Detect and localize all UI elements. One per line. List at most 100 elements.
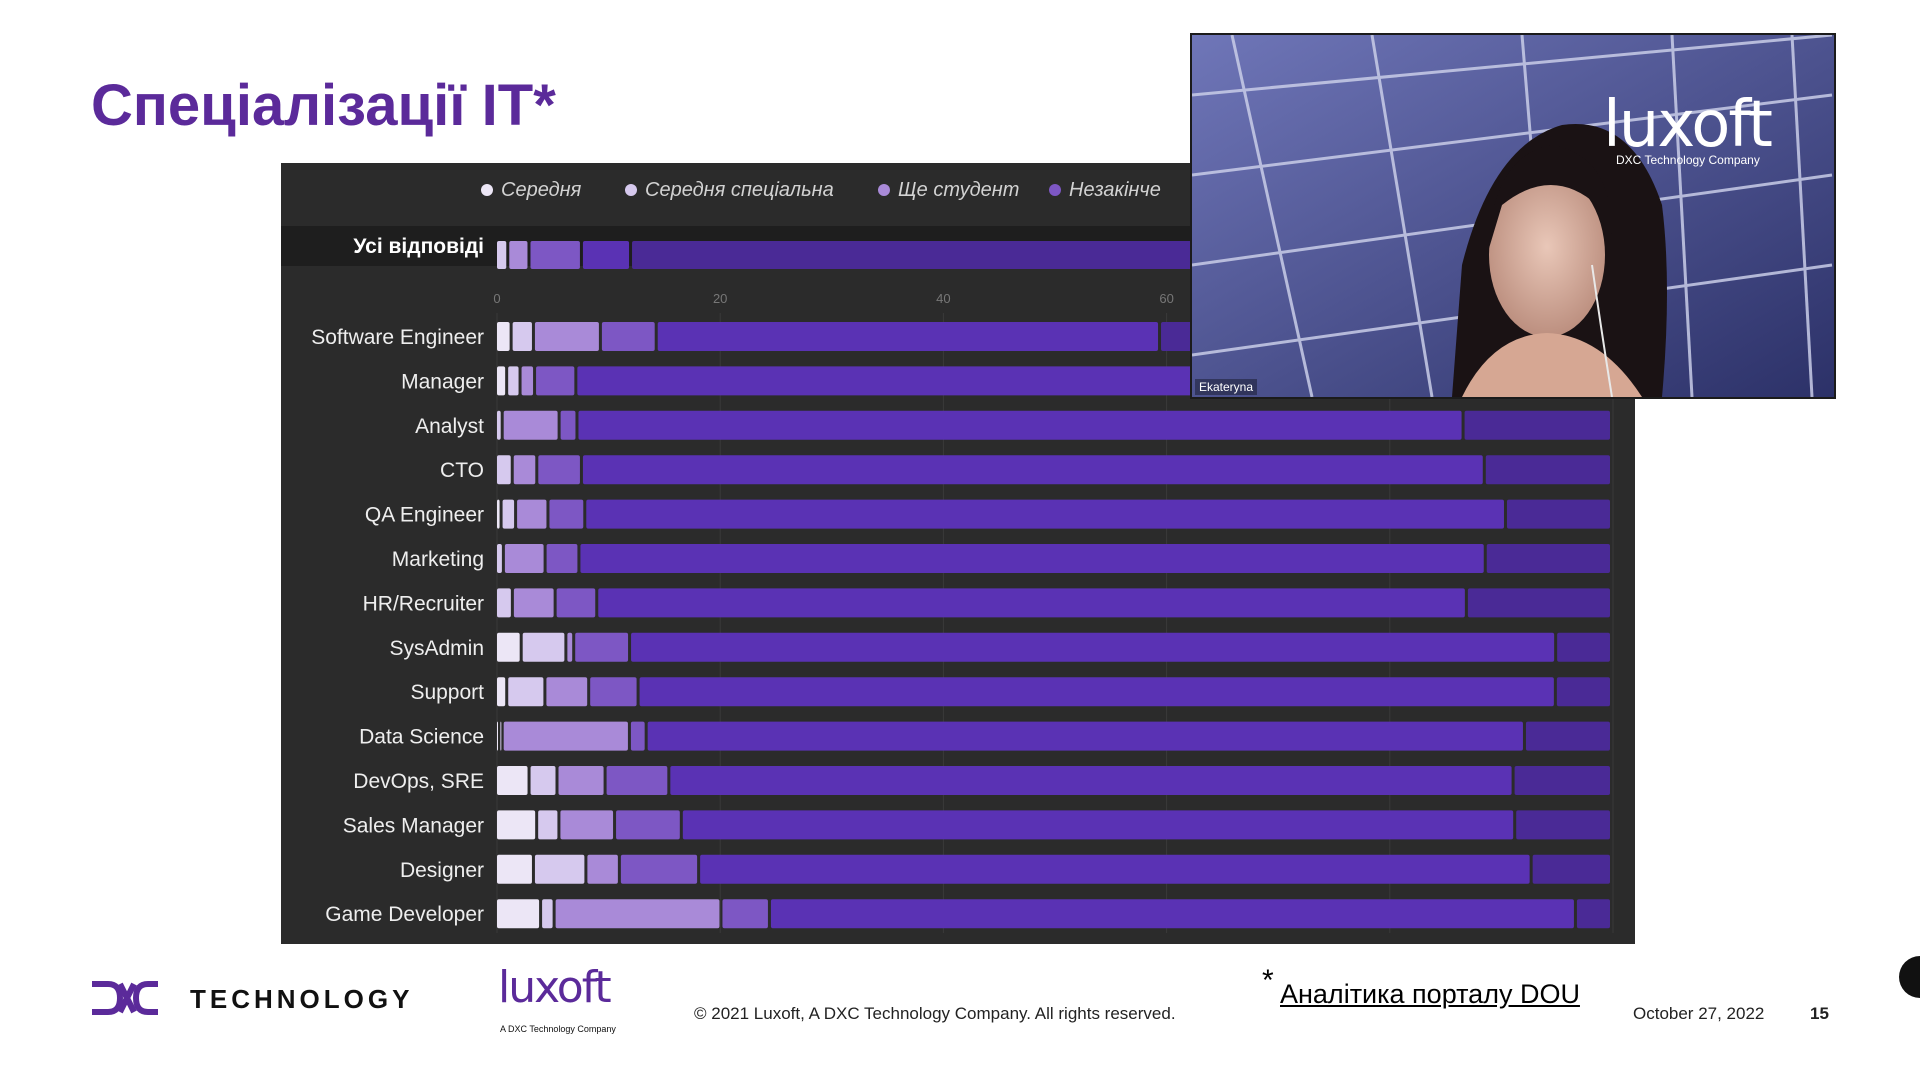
summary-bar-segment-1 [509, 241, 528, 269]
x-tick-60: 60 [1159, 291, 1173, 306]
bar-6-segment-1 [513, 588, 554, 618]
bar-0-segment-4 [657, 322, 1159, 351]
summary-row-label: Усі відповіді [353, 235, 484, 258]
bar-1-segment-3 [536, 366, 575, 396]
bar-7-segment-2 [567, 632, 573, 662]
luxoft-footer-tagline: A DXC Technology Company [500, 1024, 616, 1034]
bar-7-segment-3 [575, 632, 629, 662]
bar-2-segment-4 [1464, 410, 1610, 440]
category-label-10: DevOps, SRE [353, 770, 484, 793]
slide-date: October 27, 2022 [1633, 1004, 1765, 1023]
bar-10-segment-5 [1514, 766, 1610, 795]
luxoft-footer-logo: luxoft [498, 962, 612, 1013]
bar-11-segment-3 [616, 810, 680, 840]
bar-12-segment-1 [534, 854, 585, 884]
bar-4-segment-1 [502, 499, 515, 529]
category-label-12: Designer [400, 859, 484, 882]
bar-5-segment-3 [580, 544, 1484, 573]
summary-bar-segment-2 [530, 241, 580, 269]
x-tick-0: 0 [493, 291, 500, 306]
bar-7-segment-5 [1557, 632, 1610, 662]
dxc-logo-icon [92, 981, 158, 1015]
bar-11-segment-5 [1516, 810, 1610, 840]
summary-bar-segment-0 [497, 241, 507, 269]
bar-4-segment-5 [1506, 499, 1610, 529]
bar-1-segment-2 [521, 366, 534, 396]
legend-label-1: Середня спеціальна [645, 179, 834, 201]
bar-3-segment-0 [497, 455, 511, 485]
legend-marker-1 [625, 184, 637, 196]
bar-0-segment-3 [601, 322, 655, 351]
bar-12-segment-5 [1532, 854, 1610, 884]
source-link[interactable]: Аналітика порталу DOU [1280, 979, 1580, 1009]
source-footnote-mark: * [1262, 964, 1274, 997]
bar-11-segment-2 [560, 810, 614, 840]
bar-9-segment-2 [503, 721, 628, 751]
legend-label-0: Середня [501, 179, 582, 201]
bar-2-segment-2 [560, 410, 576, 440]
participant-name: Ekateryna [1195, 379, 1258, 395]
bar-10-segment-4 [670, 766, 1512, 795]
category-label-2: Analyst [415, 415, 484, 438]
bar-13-segment-1 [542, 899, 553, 929]
copyright-text: © 2021 Luxoft, A DXC Technology Company.… [694, 1004, 1176, 1023]
bar-4-segment-3 [549, 499, 584, 529]
luxoft-video-logo: luxoft [1603, 88, 1773, 162]
luxoft-video-tagline: DXC Technology Company [1616, 153, 1760, 167]
category-label-7: SysAdmin [389, 637, 484, 660]
video-tile[interactable]: luxoft DXC Technology Company Ekateryna [1190, 33, 1836, 399]
legend-marker-2 [878, 184, 890, 196]
bar-8-segment-0 [497, 677, 506, 707]
summary-bar-segment-3 [582, 241, 630, 269]
bar-10-segment-2 [558, 766, 604, 795]
bar-0-segment-2 [534, 322, 599, 351]
bar-12-segment-3 [620, 854, 698, 884]
bar-5-segment-2 [546, 544, 578, 573]
bar-2-segment-0 [497, 410, 501, 440]
category-label-9: Data Science [359, 726, 484, 749]
bar-3-segment-1 [513, 455, 536, 485]
bar-9-segment-5 [1525, 721, 1610, 751]
bar-4-segment-4 [586, 499, 1504, 529]
bar-9-segment-4 [647, 721, 1523, 751]
side-arrow-icon[interactable] [1899, 956, 1920, 998]
bar-3-segment-3 [582, 455, 1483, 485]
bar-13-segment-4 [770, 899, 1574, 929]
footer: TECHNOLOGY luxoft A DXC Technology Compa… [0, 960, 1920, 1034]
category-label-11: Sales Manager [343, 814, 484, 837]
bar-6-segment-4 [1467, 588, 1610, 618]
bar-0-segment-1 [512, 322, 532, 351]
bar-5-segment-4 [1486, 544, 1610, 573]
bar-12-segment-0 [497, 854, 532, 884]
category-label-13: Game Developer [325, 903, 484, 926]
bar-12-segment-4 [700, 854, 1530, 884]
bar-10-segment-1 [530, 766, 556, 795]
stacked-bar-chart: Середня Середня спеціальна Ще студент Незак… [281, 179, 1635, 933]
bar-13-segment-3 [722, 899, 768, 929]
bar-4-segment-0 [497, 499, 500, 529]
bar-8-segment-1 [508, 677, 544, 707]
dxc-technology-wordmark: TECHNOLOGY [190, 984, 414, 1014]
bar-7-segment-1 [522, 632, 565, 662]
legend-label-2: Ще студент [898, 179, 1019, 201]
bar-8-segment-2 [546, 677, 588, 707]
video-background [1192, 35, 1834, 397]
bar-0-segment-0 [497, 322, 510, 351]
slide-title: Спеціалізації IT* [91, 73, 556, 138]
bar-9-segment-1 [500, 721, 502, 751]
bar-6-segment-3 [598, 588, 1465, 618]
bar-6-segment-0 [497, 588, 511, 618]
bar-10-segment-0 [497, 766, 528, 795]
x-tick-20: 20 [713, 291, 727, 306]
bar-13-segment-5 [1576, 899, 1610, 929]
x-tick-40: 40 [936, 291, 950, 306]
bar-6-segment-2 [556, 588, 596, 618]
bar-9-segment-0 [497, 721, 498, 751]
bar-1-segment-0 [497, 366, 506, 396]
bar-1-segment-1 [508, 366, 519, 396]
legend-label-3: Незакінче [1069, 179, 1161, 201]
bar-1-segment-4 [577, 366, 1378, 396]
category-label-3: CTO [440, 459, 484, 482]
bar-5-segment-0 [497, 544, 502, 573]
bar-8-segment-4 [639, 677, 1554, 707]
